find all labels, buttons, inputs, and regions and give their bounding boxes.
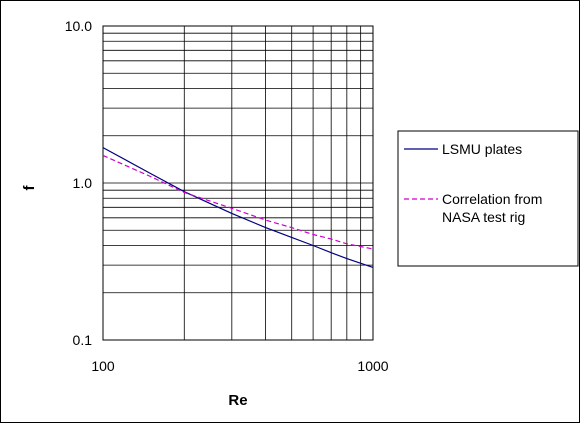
plot-area — [102, 25, 374, 341]
y-tick-label: 10.0 — [65, 18, 92, 34]
series-line-0 — [102, 147, 374, 268]
grid — [103, 26, 373, 340]
series-lines — [102, 147, 374, 268]
x-tick-label: 1000 — [357, 358, 388, 374]
y-tick-label: 1.0 — [73, 175, 93, 191]
series-line-1 — [102, 154, 374, 250]
legend-label-lsmu: LSMU plates — [442, 141, 522, 157]
legend-label-nasa-line2: NASA test rig — [442, 209, 525, 225]
tick-labels: 0.1 1.0 10.0 100 1000 — [65, 18, 389, 374]
legend: LSMU plates Correlation from NASA test r… — [397, 130, 579, 267]
legend-label-nasa-line1: Correlation from — [442, 191, 542, 207]
y-tick-label: 0.1 — [73, 332, 93, 348]
x-axis-title: Re — [228, 392, 247, 409]
y-axis-title: f — [21, 185, 38, 191]
x-tick-label: 100 — [91, 358, 115, 374]
